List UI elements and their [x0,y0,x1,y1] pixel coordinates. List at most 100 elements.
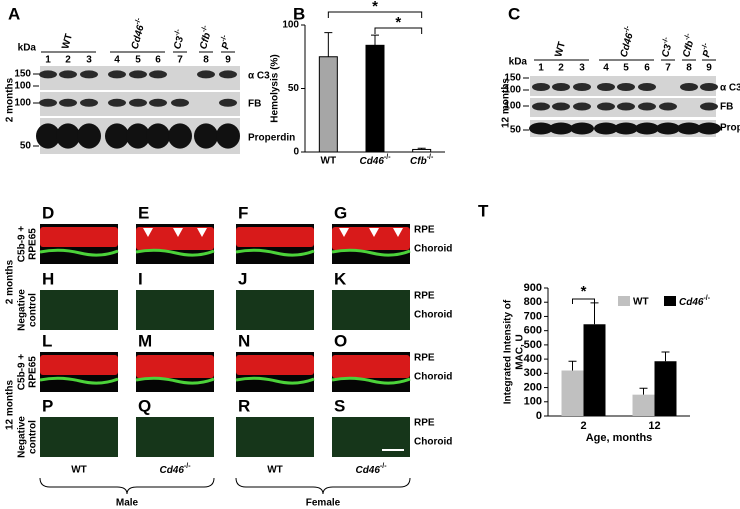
blot-band [171,98,189,107]
blot-band [168,123,192,149]
legend-swatch [664,296,676,306]
significance-bracket [572,298,595,304]
panel-letter: A [8,4,20,23]
y-tick-label: 300 [524,367,542,379]
blot-band [638,83,656,91]
genotype-label: Cd46-/- [355,463,387,476]
blot-band [532,83,550,91]
mw-label: 150 [504,73,521,84]
blot-band [194,123,218,149]
row-label: Negative [17,416,28,458]
significance-star: * [395,14,401,31]
error-bar [324,32,333,57]
mw-label: 100 [504,101,521,112]
blot-band [638,102,656,111]
blot-band [697,122,721,135]
group-label: Cfb-/- [679,32,698,58]
error-bar [661,351,670,362]
row-label: control [28,293,39,327]
layer-label: Choroid [414,437,452,448]
lane-number: 4 [603,63,609,74]
x-tick-label: 12 [648,420,660,432]
blot-band [39,70,57,79]
rpe-signal [332,355,410,378]
row-label: RPE65 [28,356,39,388]
lane-number: 4 [114,55,120,66]
lane-number: 9 [225,55,231,66]
choroid-signal [235,248,315,257]
blot-band [39,98,57,107]
blot-band [659,102,677,111]
lane-number: 7 [665,63,671,74]
brace [39,477,215,495]
lane-number: 6 [644,63,650,74]
blot-band [597,83,615,91]
arrowhead [339,228,349,237]
error-bar [417,147,426,150]
row-label: Negative [17,289,28,331]
y-tick-label: 200 [524,381,542,393]
blot-band [617,102,635,111]
lane-number: 3 [86,55,92,66]
time-label: 12 months [5,380,16,430]
micrograph [332,290,410,330]
group-label: P-/- [218,34,234,51]
micrograph [40,417,118,457]
time-label: 12 months [501,78,512,128]
time-label: 2 months [5,259,16,304]
bar [365,44,385,153]
layer-label: Choroid [414,310,452,321]
rpe-signal [40,227,118,247]
lane-number: 8 [686,63,692,74]
panel-letter: H [42,269,54,288]
group-label: WT [553,41,568,59]
blot-band [105,123,129,149]
blot-band [219,98,237,107]
y-tick-label: 800 [524,296,542,308]
blot-band [216,123,240,149]
mw-label: 100 [504,85,521,96]
blot-band [614,122,638,135]
blot-band [552,102,570,111]
micrograph [236,417,314,457]
row-label: C5b-9 + [17,354,28,391]
micrograph [136,417,214,457]
y-tick-label: 100 [524,396,542,408]
lane-number: 2 [65,55,71,66]
lane-number: 5 [623,63,629,74]
lane-number: 6 [155,55,161,66]
panel-letter: R [238,396,250,415]
blot-band [129,70,147,79]
lane-number: 9 [706,63,712,74]
blot-band [59,70,77,79]
blot-band [149,98,167,107]
y-tick-label: 0 [536,410,542,422]
y-tick-label: 700 [524,310,542,322]
y-tick-label: 100 [282,20,299,31]
bar [412,148,432,153]
blot-band [146,123,170,149]
panel-letter: Q [138,396,151,415]
y-tick-label: 0 [293,147,299,158]
blot-band [532,102,550,111]
lane-number: 8 [203,55,209,66]
bar [561,370,584,416]
lane-number: 1 [538,63,544,74]
x-tick-label: Cfb-/- [410,154,434,167]
band-label: Properdin [720,123,740,134]
x-axis-label: Age, months [586,432,653,444]
band-label: FB [720,102,733,113]
panel-letter: K [334,269,347,288]
row-label: RPE65 [28,228,39,260]
group-label: C3-/- [658,36,676,59]
rpe-signal [136,227,214,250]
y-tick-label: 600 [524,325,542,337]
brace [235,477,411,495]
band-label: α C3 [720,83,740,94]
choroid-signal [235,376,315,385]
sex-label: Male [116,498,139,509]
rpe-signal [40,355,118,375]
blot-band [617,83,635,91]
significance-star: * [372,0,378,15]
